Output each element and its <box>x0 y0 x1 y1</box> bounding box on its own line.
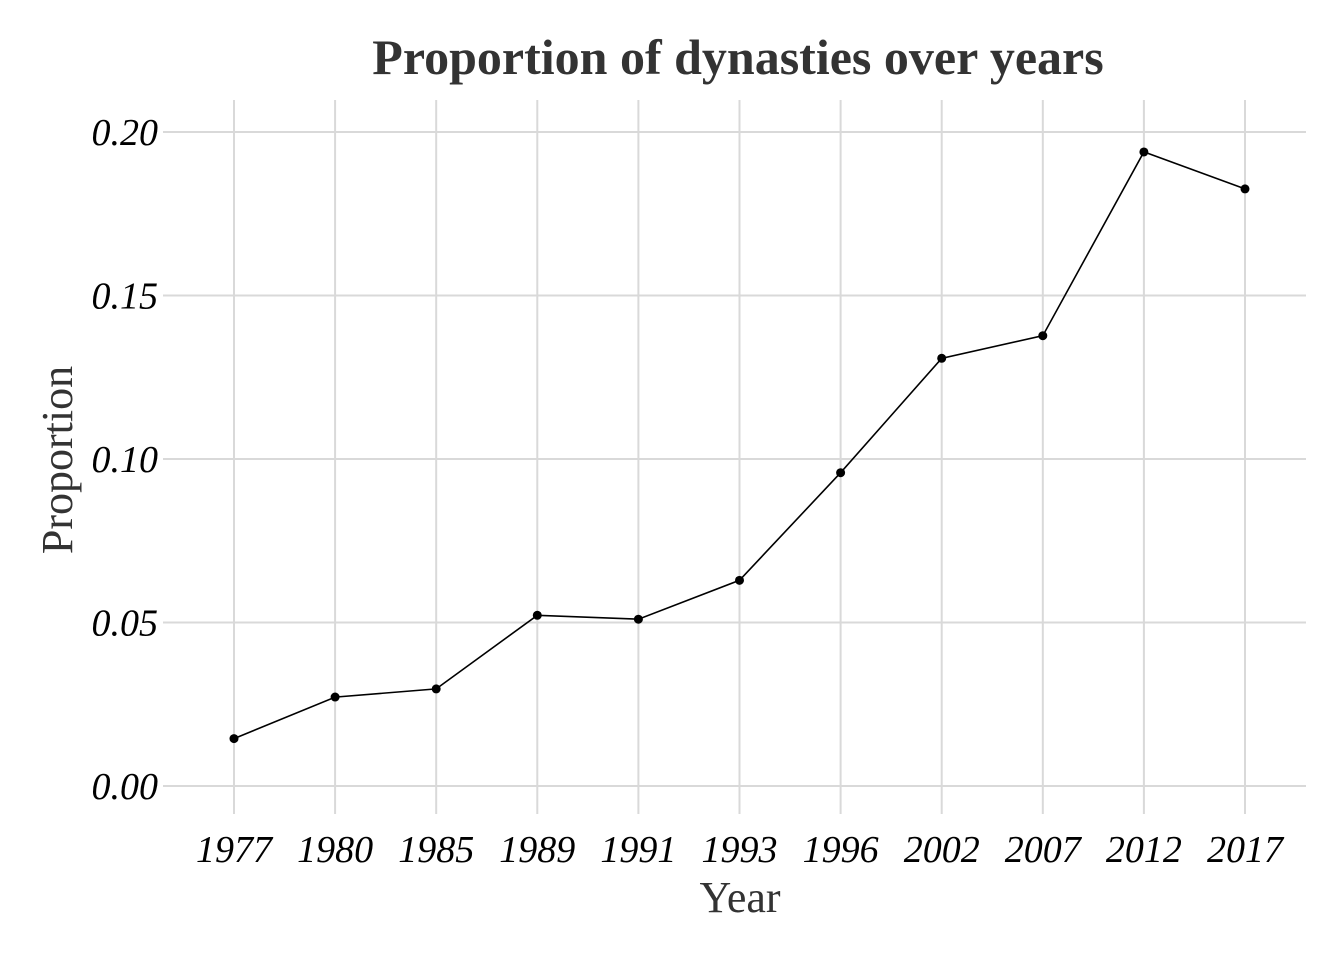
x-tick-label: 2012 <box>1106 829 1182 871</box>
data-point <box>229 734 239 744</box>
x-tick-label: 2007 <box>1005 829 1083 871</box>
y-tick-label: 0.15 <box>92 276 159 318</box>
x-tick-label: 1996 <box>803 829 879 871</box>
y-axis-title: Proportion <box>33 366 82 554</box>
y-tick-label: 0.00 <box>92 766 159 808</box>
y-tick-label: 0.10 <box>92 439 159 481</box>
x-axis-ticks: 1977 1980 1985 1989 1991 1993 1996 2002 2007 2012… <box>196 829 1285 871</box>
data-point <box>1038 331 1048 341</box>
x-tick-label: 1989 <box>499 829 575 871</box>
data-point <box>937 353 947 363</box>
x-tick-label: 2017 <box>1207 829 1285 871</box>
y-tick-label: 0.05 <box>92 603 159 645</box>
series-layer <box>229 147 1250 744</box>
x-tick-label: 1993 <box>702 829 778 871</box>
data-point <box>836 468 846 478</box>
data-point <box>431 684 441 694</box>
x-axis-title: Year <box>699 873 780 922</box>
grid <box>163 100 1306 814</box>
x-tick-label: 2002 <box>904 829 980 871</box>
data-point <box>330 692 340 702</box>
x-tick-label: 1985 <box>398 829 474 871</box>
x-tick-label: 1991 <box>600 829 676 871</box>
x-tick-label: 1980 <box>297 829 373 871</box>
data-point <box>633 614 643 624</box>
y-axis-ticks: 0.00 0.05 0.10 0.15 0.20 <box>92 112 159 808</box>
data-point <box>1240 184 1250 194</box>
data-point <box>532 610 542 620</box>
data-point <box>735 575 744 585</box>
data-point <box>1139 147 1149 157</box>
x-tick-label: 1977 <box>196 829 274 871</box>
chart-title: Proportion of dynasties over years <box>372 29 1103 85</box>
y-tick-label: 0.20 <box>92 112 159 154</box>
